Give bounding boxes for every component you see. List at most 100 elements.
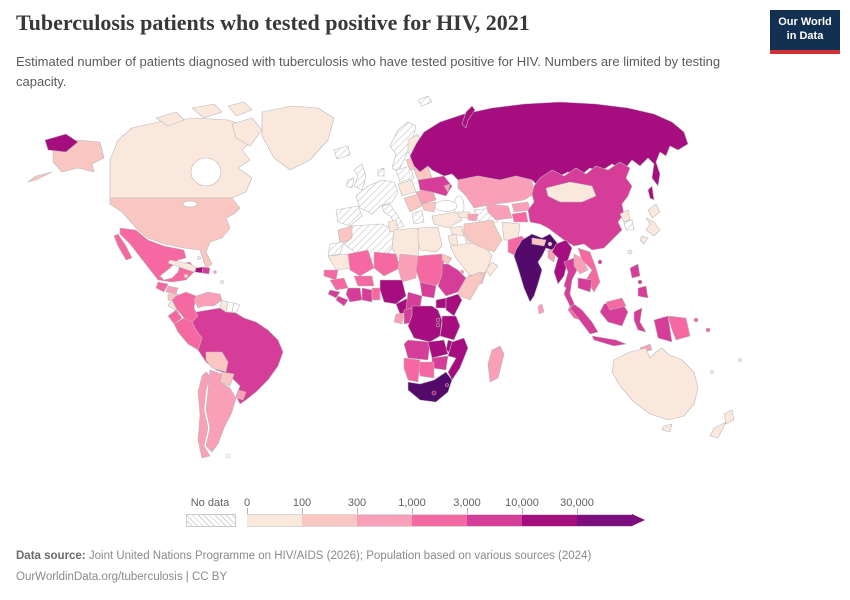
country-sri-lanka[interactable] bbox=[537, 303, 545, 315]
country-japan-honshu[interactable] bbox=[645, 217, 661, 237]
country-burkina-faso[interactable] bbox=[353, 275, 375, 287]
country-nigeria[interactable] bbox=[379, 279, 407, 305]
country-lesotho[interactable] bbox=[431, 390, 437, 396]
country-svalbard[interactable] bbox=[417, 95, 433, 107]
country-new-zealand-north[interactable] bbox=[723, 409, 735, 425]
country-chile[interactable] bbox=[197, 371, 211, 459]
legend-segment-3[interactable] bbox=[412, 514, 467, 527]
country-ireland[interactable] bbox=[345, 177, 355, 189]
legend-segment-1[interactable] bbox=[302, 514, 357, 527]
country-canada[interactable] bbox=[109, 117, 254, 199]
country-haiti[interactable] bbox=[194, 266, 204, 274]
country-new-caledonia[interactable] bbox=[710, 370, 714, 374]
country-kazakhstan[interactable] bbox=[457, 175, 535, 209]
country-tajikistan[interactable] bbox=[511, 211, 529, 223]
legend-segment-0[interactable] bbox=[247, 514, 302, 527]
country-papua-new-guinea[interactable] bbox=[667, 315, 691, 341]
country-greece[interactable] bbox=[411, 209, 425, 225]
country-greenland[interactable] bbox=[261, 105, 335, 171]
country-mali[interactable] bbox=[347, 249, 375, 277]
country-dominican-republic[interactable] bbox=[201, 266, 211, 275]
country-burundi[interactable] bbox=[435, 322, 441, 328]
country-canada-baffin[interactable] bbox=[231, 117, 263, 147]
country-argentina[interactable] bbox=[205, 369, 237, 453]
country-chad[interactable] bbox=[397, 253, 419, 283]
country-guinea[interactable] bbox=[329, 277, 349, 291]
region-balkans[interactable] bbox=[403, 193, 423, 213]
country-uzbekistan[interactable] bbox=[485, 203, 513, 221]
country-australia[interactable] bbox=[611, 347, 699, 421]
country-botswana[interactable] bbox=[417, 361, 435, 379]
country-indonesia-papua[interactable] bbox=[653, 315, 673, 343]
country-united-states[interactable] bbox=[109, 197, 241, 269]
country-fiji[interactable] bbox=[738, 358, 742, 362]
country-bhutan[interactable] bbox=[547, 241, 553, 247]
country-venezuela[interactable] bbox=[193, 291, 223, 309]
country-colombia[interactable] bbox=[171, 291, 199, 323]
country-guatemala[interactable] bbox=[155, 281, 169, 293]
country-philippines-visayas[interactable] bbox=[637, 279, 643, 285]
country-azerbaijan[interactable] bbox=[467, 213, 479, 222]
country-sierra-leone[interactable] bbox=[327, 289, 341, 299]
country-vietnam[interactable] bbox=[577, 247, 601, 293]
region-central-europe[interactable] bbox=[397, 179, 417, 197]
country-niger[interactable] bbox=[373, 251, 401, 277]
country-mexico[interactable] bbox=[119, 227, 197, 283]
country-myanmar[interactable] bbox=[551, 239, 573, 285]
region-jordan-israel[interactable] bbox=[447, 233, 459, 247]
country-hainan[interactable] bbox=[597, 259, 603, 265]
country-iceland[interactable] bbox=[333, 145, 351, 160]
country-peru[interactable] bbox=[173, 317, 203, 351]
country-denmark[interactable] bbox=[377, 167, 385, 177]
country-russia-sakhalin[interactable] bbox=[647, 185, 655, 201]
country-nepal[interactable] bbox=[531, 237, 547, 247]
country-lesser-antilles[interactable] bbox=[220, 280, 224, 284]
country-china[interactable] bbox=[527, 161, 633, 251]
country-namibia[interactable] bbox=[403, 357, 421, 383]
country-iran[interactable] bbox=[463, 219, 503, 253]
legend-segment-4[interactable] bbox=[467, 514, 522, 527]
country-japan-hokkaido[interactable] bbox=[647, 203, 661, 219]
country-libya[interactable] bbox=[391, 227, 421, 259]
country-zimbabwe[interactable] bbox=[431, 355, 449, 371]
country-falklands[interactable] bbox=[225, 453, 231, 459]
country-uruguay[interactable] bbox=[235, 389, 247, 401]
country-honduras[interactable] bbox=[165, 285, 179, 295]
country-philippines-luzon[interactable] bbox=[629, 263, 641, 279]
country-jamaica[interactable] bbox=[183, 273, 189, 279]
country-eswatini[interactable] bbox=[445, 383, 449, 387]
country-bahamas[interactable] bbox=[197, 256, 201, 260]
country-turkey[interactable] bbox=[431, 211, 463, 229]
country-liberia[interactable] bbox=[335, 295, 349, 307]
legend-segment-6[interactable] bbox=[577, 514, 632, 527]
country-south-sudan[interactable] bbox=[419, 281, 437, 299]
country-canada-island[interactable] bbox=[191, 103, 223, 119]
country-kyrgyzstan[interactable] bbox=[511, 201, 531, 213]
country-syria[interactable] bbox=[449, 225, 465, 237]
country-russia-chukotka[interactable] bbox=[44, 133, 79, 153]
country-cambodia[interactable] bbox=[577, 277, 593, 293]
country-canada-island[interactable] bbox=[155, 111, 185, 127]
country-laos[interactable] bbox=[573, 253, 589, 275]
country-cuba[interactable] bbox=[167, 259, 198, 273]
country-novaya-zemlya[interactable] bbox=[461, 105, 476, 129]
country-somalia[interactable] bbox=[457, 271, 485, 301]
country-kenya[interactable] bbox=[445, 293, 463, 317]
country-north-korea[interactable] bbox=[619, 209, 631, 223]
country-solomon-islands[interactable] bbox=[705, 327, 711, 333]
legend-segment-5[interactable] bbox=[522, 514, 577, 527]
country-png-islands[interactable] bbox=[693, 317, 699, 323]
country-oman[interactable] bbox=[485, 261, 499, 277]
country-tanzania[interactable] bbox=[439, 315, 461, 341]
country-tasmania[interactable] bbox=[661, 423, 673, 433]
legend-segment-2[interactable] bbox=[357, 514, 412, 527]
country-madagascar[interactable] bbox=[487, 345, 505, 383]
country-malaysia-borneo[interactable] bbox=[605, 297, 627, 311]
country-canada-island[interactable] bbox=[227, 101, 253, 117]
country-italy[interactable] bbox=[381, 203, 405, 229]
country-senegal[interactable] bbox=[323, 269, 339, 281]
region-western-europe[interactable] bbox=[355, 179, 399, 215]
region-iberia[interactable] bbox=[335, 205, 363, 227]
country-dr-congo[interactable] bbox=[407, 305, 443, 343]
